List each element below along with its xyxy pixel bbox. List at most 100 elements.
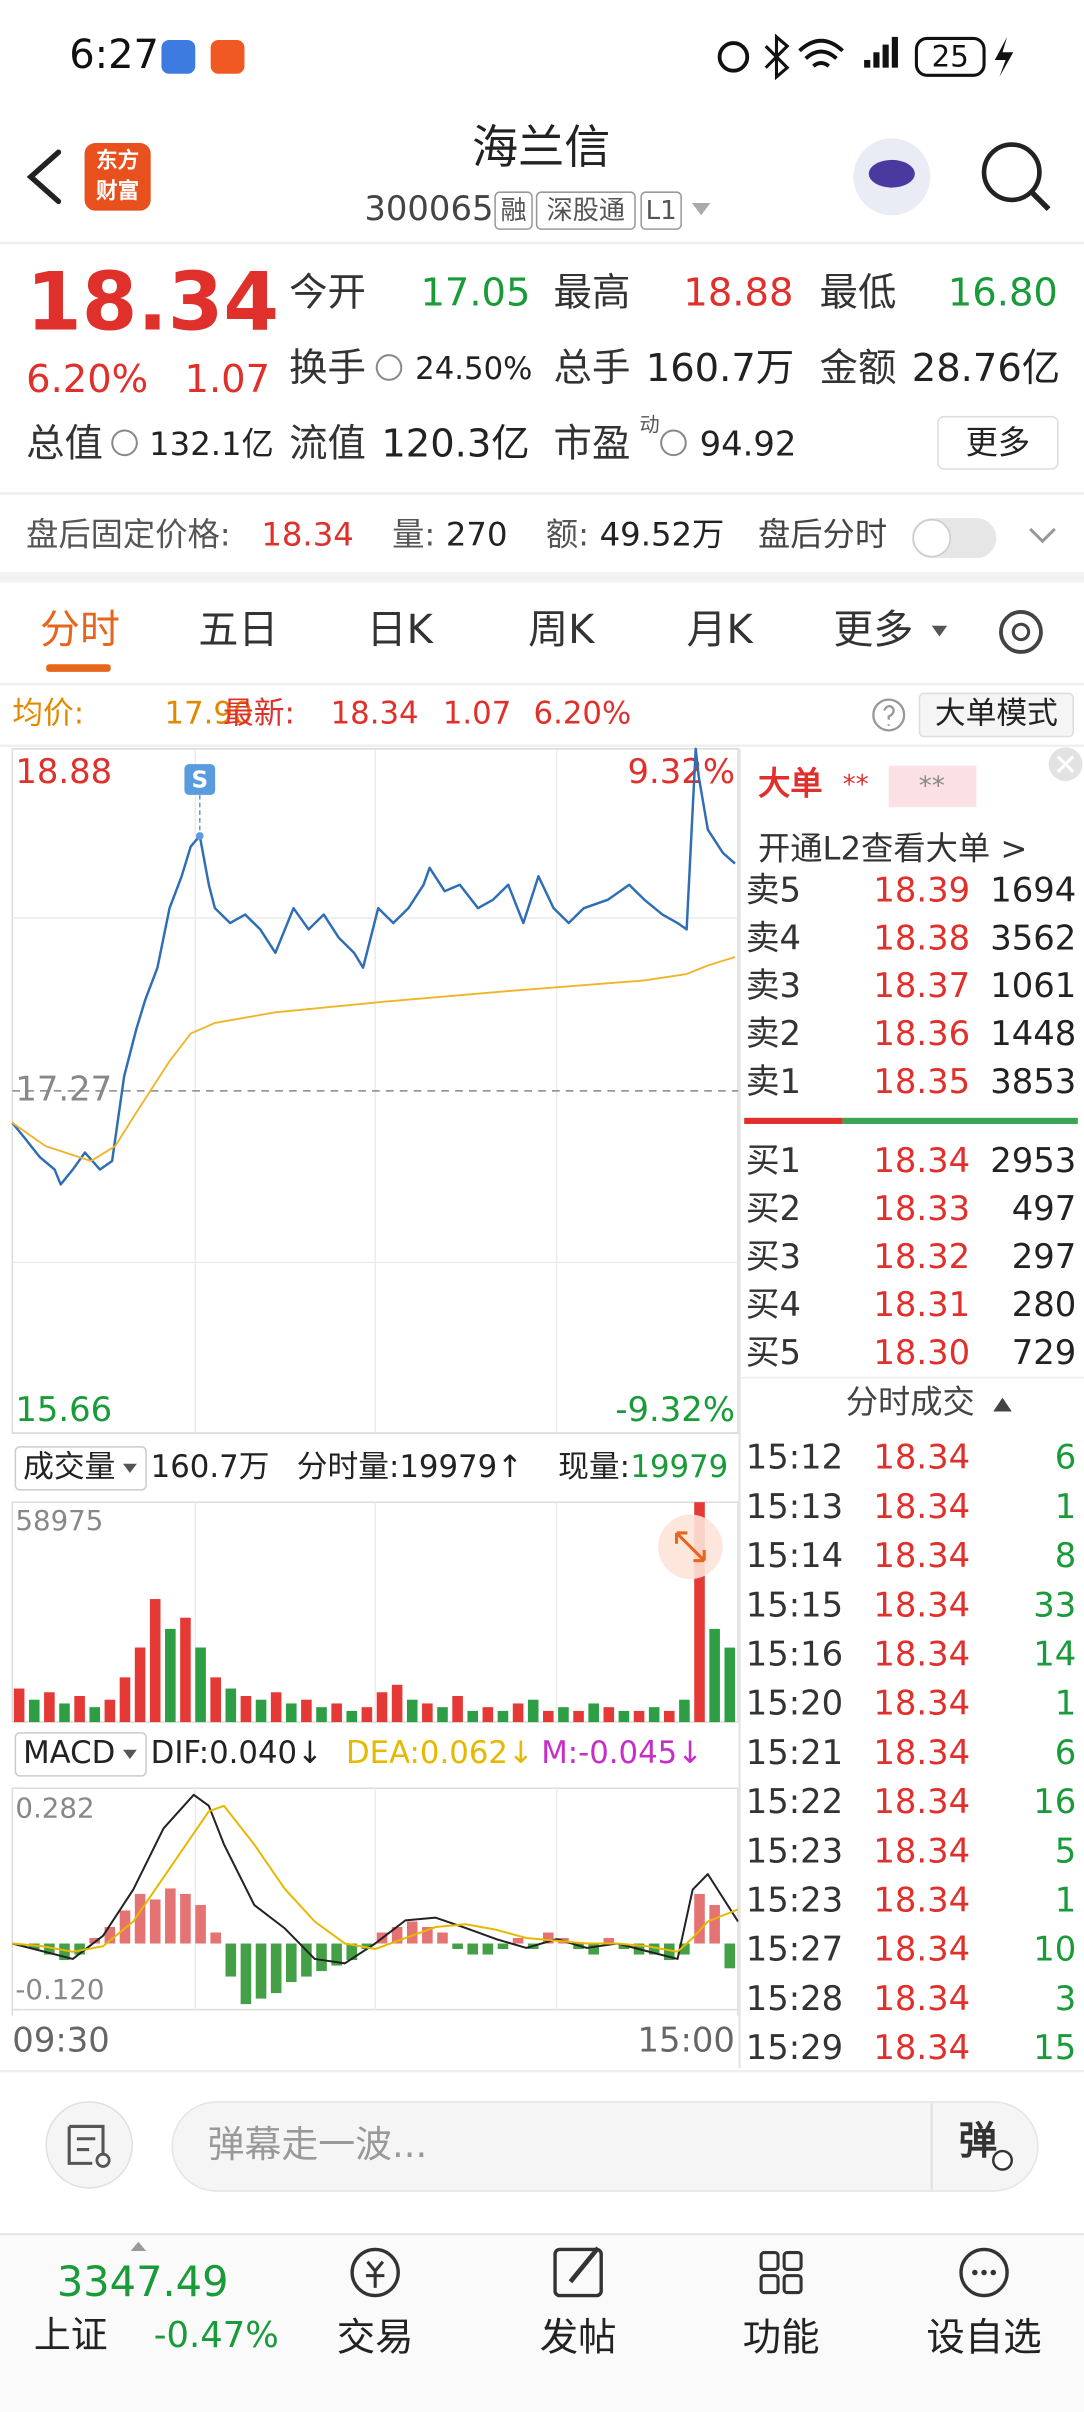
trade-price: 18.34 <box>873 1733 970 1772</box>
volume-bar <box>527 1699 539 1723</box>
nav-icon <box>365 2260 385 2288</box>
nav-caret <box>130 2241 147 2252</box>
tab[interactable]: 月K <box>686 607 754 653</box>
series-line <box>11 956 736 1162</box>
volume-bar <box>482 1707 494 1723</box>
latest-change-pct: 6.20% <box>534 695 632 731</box>
volume-bar <box>59 1703 70 1723</box>
volume-bar <box>195 1647 206 1723</box>
order-price: 18.38 <box>873 918 970 957</box>
tab[interactable]: 周K <box>528 607 596 653</box>
tab[interactable]: 更多 <box>833 607 913 653</box>
order-label: 卖5 <box>746 870 801 909</box>
order-label: 卖3 <box>746 966 801 1005</box>
tag-dropdown <box>691 202 711 216</box>
trade-time: 15:14 <box>746 1536 843 1575</box>
trade-volume: 10 <box>1033 1930 1076 1969</box>
stat-value: 160.7万 <box>646 346 794 391</box>
x-tick-label: 09:30 <box>12 2020 109 2059</box>
tab[interactable]: 分时 <box>40 607 120 653</box>
order-label: 卖2 <box>746 1014 801 1053</box>
danmaku-toggle[interactable]: 弹 <box>959 2119 997 2164</box>
tag: L1 <box>646 196 677 226</box>
comment-input[interactable] <box>171 2101 1039 2192</box>
nav-item[interactable]: 交易 <box>337 2316 414 2361</box>
volume-bar <box>28 1699 40 1723</box>
app-icon <box>161 39 196 74</box>
charging-icon <box>994 36 1014 77</box>
tab[interactable]: 日K <box>367 607 435 653</box>
trade-time: 15:20 <box>746 1684 843 1723</box>
volume-bar <box>406 1699 418 1723</box>
settings-icon[interactable] <box>999 610 1043 654</box>
volume-bar <box>346 1710 358 1723</box>
trade-price: 18.34 <box>873 1930 970 1969</box>
nav-item[interactable]: 功能 <box>743 2316 820 2361</box>
macd-bar <box>149 1899 161 1944</box>
volume-bar <box>225 1688 237 1723</box>
nav-item[interactable]: 设自选 <box>926 2316 1041 2361</box>
tag-box <box>640 191 682 230</box>
trade-time: 15:29 <box>746 2028 843 2067</box>
selector-box[interactable] <box>14 1446 147 1491</box>
latest-change: 1.07 <box>443 695 511 731</box>
macd-bar <box>361 1943 373 1950</box>
big-order-title: 大单 <box>758 765 823 803</box>
volume-bar <box>44 1692 55 1723</box>
expand-chevron[interactable] <box>1029 527 1056 544</box>
volume-bar <box>618 1710 630 1723</box>
wifi-icon <box>798 38 844 68</box>
macd-bar <box>285 1943 297 1983</box>
upgrade-link[interactable]: 开通L2查看大单 > <box>758 829 1027 867</box>
nav-item[interactable]: 发帖 <box>540 2316 617 2361</box>
nav-icon <box>350 2247 400 2298</box>
macd-bar <box>467 1943 479 1955</box>
mode-button-label: 大单模式 <box>935 695 1058 731</box>
trade-time: 15:12 <box>746 1438 843 1477</box>
volume-bar <box>316 1707 327 1723</box>
annotation-badge <box>184 764 216 795</box>
nav-icon <box>981 2269 987 2276</box>
stat-value: 28.76亿 <box>912 346 1060 391</box>
selector-box[interactable] <box>14 1732 147 1777</box>
stat-value: 132.1亿 <box>149 425 274 463</box>
robot-face <box>868 159 915 188</box>
nav-icon <box>782 2251 803 2272</box>
series-line <box>12 1793 739 1965</box>
danmaku-settings-icon <box>67 2124 105 2165</box>
macd-bar <box>437 1932 448 1944</box>
macd-bar <box>648 1943 660 1955</box>
y-tick-label: -0.120 <box>15 1973 104 2006</box>
macd-bar <box>346 1943 358 1961</box>
y-tick-label: 18.88 <box>15 752 112 791</box>
logo <box>84 142 151 211</box>
volume-bar <box>724 1647 736 1723</box>
nav-icon <box>959 2247 1009 2298</box>
macd-bar <box>270 1943 282 1994</box>
back-button[interactable] <box>26 149 62 205</box>
mode-button[interactable] <box>918 692 1075 738</box>
trade-price: 18.34 <box>873 1831 970 1870</box>
index-name: 上证 <box>34 2314 108 2357</box>
volume-bar <box>255 1699 267 1723</box>
volume-bar <box>89 1707 101 1723</box>
search-icon[interactable] <box>981 142 1042 203</box>
order-volume: 2953 <box>990 1141 1076 1180</box>
more-button[interactable] <box>937 415 1059 470</box>
trade-price: 18.34 <box>873 1536 970 1575</box>
volume-bar <box>633 1710 645 1723</box>
volume-bar <box>452 1695 463 1723</box>
macd-bar <box>44 1943 55 1955</box>
help-icon[interactable] <box>872 698 906 732</box>
status-time: 6:27 <box>69 32 159 78</box>
trade-price: 18.34 <box>873 2028 970 2067</box>
tab[interactable]: 五日 <box>198 607 278 653</box>
order-volume: 497 <box>1012 1189 1077 1228</box>
danmaku-settings[interactable] <box>45 2101 134 2189</box>
order-price: 18.35 <box>873 1062 970 1101</box>
macd-bar <box>180 1893 191 1944</box>
order-volume: 1448 <box>990 1014 1076 1053</box>
macd-bar <box>724 1943 736 1969</box>
